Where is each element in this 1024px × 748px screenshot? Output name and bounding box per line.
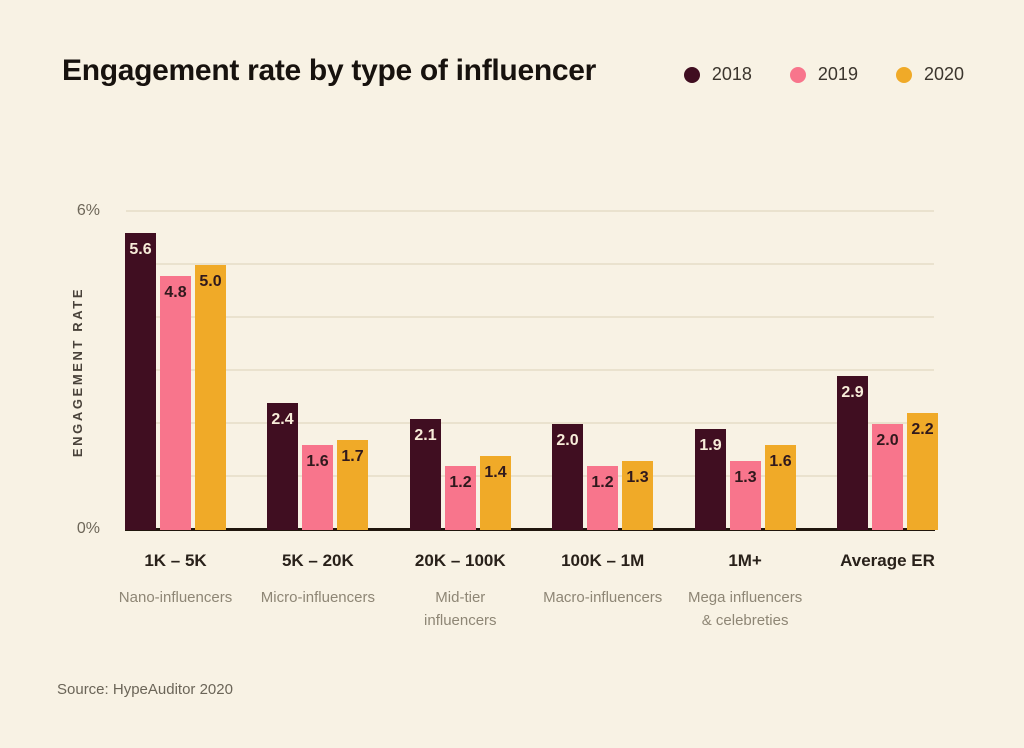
y-axis-tick-label: 0%	[76, 520, 100, 537]
category-sublabel: Mega influencers & celebreties	[687, 589, 803, 630]
gridline	[126, 210, 934, 212]
bar-2020-5: 1.6	[765, 445, 796, 530]
bar-2020-3: 1.4	[480, 456, 511, 530]
bar-value-label: 1.6	[306, 453, 329, 470]
legend-dot-icon	[789, 66, 806, 83]
category-sublabel: Macro-influencers	[543, 589, 663, 606]
source-note: Source: HypeAuditor 2020	[57, 681, 233, 698]
bar-value-label: 1.3	[626, 469, 649, 486]
category-label: 1M+	[728, 551, 762, 570]
bar-value-label: 2.9	[841, 384, 864, 401]
gridline	[126, 475, 934, 477]
bar-value-label: 1.7	[341, 448, 364, 465]
y-axis-title: ENGAGEMENT RATE	[70, 286, 85, 458]
bar-2019-1: 4.8	[160, 276, 191, 530]
bar-value-label: 4.8	[164, 284, 187, 301]
bar-value-label: 2.2	[911, 421, 934, 438]
gridline	[126, 263, 934, 265]
legend-item-2019: 2019	[789, 64, 858, 85]
legend-label: 2018	[711, 64, 752, 84]
legend-label: 2020	[923, 64, 964, 84]
bar-value-label: 1.2	[449, 474, 472, 491]
category-sublabel: Mid-tier influencers	[424, 589, 497, 630]
category-label: Average ER	[840, 551, 935, 570]
bar-2019-5: 1.3	[730, 461, 761, 530]
legend-label: 2019	[817, 64, 858, 84]
legend-item-2018: 2018	[683, 64, 752, 85]
bar-2020-2: 1.7	[337, 440, 368, 530]
bar-value-label: 1.4	[484, 464, 507, 481]
bar-value-label: 1.9	[699, 437, 722, 454]
bar-value-label: 2.4	[271, 411, 294, 428]
legend: 2018 2019 2020	[683, 64, 964, 85]
gridline	[126, 316, 934, 318]
bar-2018-5: 1.9	[695, 429, 726, 530]
bar-value-label: 5.6	[129, 241, 152, 258]
bar-value-label: 1.3	[734, 469, 757, 486]
legend-dot-icon	[683, 66, 700, 83]
category-label: 100K – 1M	[561, 551, 645, 570]
bar-2020-4: 1.3	[622, 461, 653, 530]
bar-value-label: 2.1	[414, 427, 437, 444]
bar-value-label: 1.2	[591, 474, 614, 491]
bar-2019-3: 1.2	[445, 466, 476, 530]
legend-item-2020: 2020	[895, 64, 964, 85]
bar-value-label: 5.0	[199, 273, 222, 290]
y-axis-tick-label: 6%	[76, 202, 100, 219]
category-sublabel: Nano-influencers	[118, 589, 233, 606]
gridline	[126, 422, 934, 424]
bar-2020-6: 2.2	[907, 413, 938, 530]
bar-2019-2: 1.6	[302, 445, 333, 530]
bar-2019-4: 1.2	[587, 466, 618, 530]
legend-dot-icon	[895, 66, 912, 83]
category-sublabel: Micro-influencers	[260, 589, 375, 606]
bar-2018-1: 5.6	[125, 233, 156, 530]
bar-value-label: 2.0	[556, 432, 579, 449]
category-label: 20K – 100K	[414, 551, 506, 570]
bar-2018-6: 2.9	[837, 376, 868, 530]
bar-value-label: 2.0	[876, 432, 899, 449]
bar-2018-2: 2.4	[267, 403, 298, 530]
bar-2019-6: 2.0	[872, 424, 903, 530]
category-label: 1K – 5K	[144, 551, 207, 570]
bar-2020-1: 5.0	[195, 265, 226, 530]
bar-2018-3: 2.1	[410, 419, 441, 530]
gridline	[126, 369, 934, 371]
bar-2018-4: 2.0	[552, 424, 583, 530]
chart-title: Engagement rate by type of influencer	[62, 54, 597, 87]
bar-value-label: 1.6	[769, 453, 792, 470]
category-label: 5K – 20K	[281, 551, 354, 570]
x-axis-line	[125, 528, 935, 531]
